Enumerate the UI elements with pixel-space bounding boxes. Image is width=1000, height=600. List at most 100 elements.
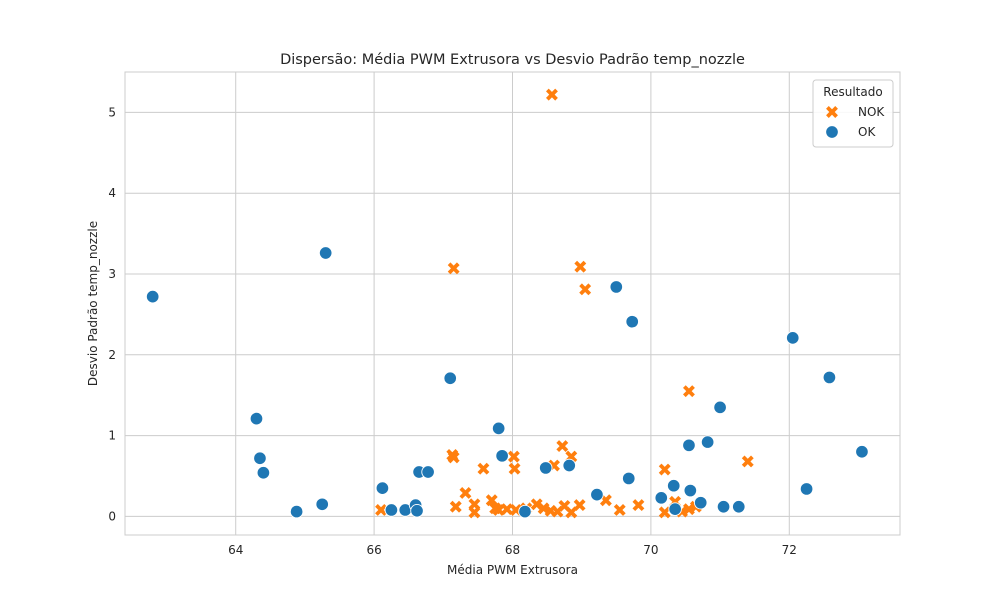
point-ok <box>249 411 264 426</box>
marker-stroke-b <box>683 503 695 516</box>
plot-frame <box>124 71 901 536</box>
point-ok <box>256 466 271 480</box>
marker-stroke-b <box>741 455 754 468</box>
point-nok <box>477 462 490 475</box>
point-nok <box>468 506 481 519</box>
marker-stroke-b <box>447 262 460 275</box>
point-ok <box>855 445 869 459</box>
marker-stroke-b <box>565 506 578 519</box>
legend-label-ok: OK <box>858 125 876 139</box>
point-ok <box>421 465 435 479</box>
marker-stroke-b <box>459 487 472 499</box>
y-tick-label: 4 <box>108 186 116 200</box>
point-nok <box>632 499 645 512</box>
point-ok <box>318 246 333 260</box>
point-ok <box>666 478 681 493</box>
point-nok <box>447 262 460 275</box>
point-nok <box>501 503 513 516</box>
point-ok <box>253 451 267 465</box>
point-ok <box>622 471 636 486</box>
legend-circle-marker <box>825 125 839 139</box>
marker-stroke-b <box>574 260 587 273</box>
point-ok <box>693 495 708 510</box>
y-tick-label: 2 <box>108 348 116 362</box>
point-nok <box>683 385 695 398</box>
point-ok <box>315 497 329 512</box>
point-ok <box>713 400 727 415</box>
point-nok <box>447 451 460 464</box>
y-tick-labels: 0 1 2 3 4 5 <box>108 105 116 523</box>
y-tick-label: 5 <box>108 105 116 119</box>
point-nok <box>459 487 472 499</box>
point-nok <box>683 503 695 516</box>
y-tick-label: 1 <box>108 429 116 443</box>
point-ok <box>562 458 576 473</box>
x-tick-labels: 64 66 68 70 72 <box>228 543 797 557</box>
point-ok <box>700 435 715 449</box>
marker-stroke-b <box>477 462 490 475</box>
x-tick-label: 64 <box>228 543 243 557</box>
point-ok <box>625 314 639 329</box>
point-ok <box>609 280 624 294</box>
point-nok <box>556 440 569 453</box>
marker-stroke-b <box>501 503 513 516</box>
marker-stroke-b <box>556 440 569 453</box>
legend-label-nok: NOK <box>858 105 885 119</box>
marker-stroke-b <box>826 106 838 118</box>
point-nok <box>574 260 587 273</box>
marker-stroke-b <box>573 499 586 512</box>
marker-stroke-b <box>613 504 626 516</box>
marker-stroke-b <box>508 462 521 475</box>
marker-stroke-b <box>485 494 498 507</box>
point-ok <box>785 331 800 345</box>
marker-stroke-b <box>545 88 558 101</box>
grid <box>125 72 900 535</box>
legend: Resultado NOK OK <box>812 79 894 148</box>
marker-stroke-b <box>449 500 462 513</box>
marker-stroke-b <box>507 450 520 463</box>
point-ok <box>518 504 532 519</box>
point-ok <box>716 499 731 514</box>
point-nok <box>485 494 498 507</box>
legend-x-marker <box>826 106 838 118</box>
point-nok <box>573 499 586 512</box>
point-nok <box>449 500 462 513</box>
point-nok <box>658 506 671 519</box>
point-ok <box>491 421 506 436</box>
marker-stroke-b <box>558 499 571 512</box>
point-ok <box>683 483 698 498</box>
point-ok <box>799 482 814 496</box>
point-nok <box>613 504 626 516</box>
marker-stroke-b <box>658 463 671 476</box>
point-nok <box>530 498 543 511</box>
point-nok <box>508 462 521 475</box>
marker-stroke-b <box>658 506 671 519</box>
point-ok <box>375 481 390 495</box>
marker-stroke-b <box>468 506 481 519</box>
marker-stroke-b <box>579 283 592 296</box>
point-nok <box>375 504 387 516</box>
marker-stroke-b <box>599 494 612 507</box>
point-ok <box>732 499 746 514</box>
data-points <box>145 88 869 519</box>
point-ok <box>410 504 424 518</box>
legend-marker-nok <box>826 106 838 118</box>
x-tick-label: 70 <box>643 543 658 557</box>
x-axis-label: Média PWM Extrusora <box>447 563 578 577</box>
marker-stroke-b <box>537 502 550 515</box>
marker-stroke-b <box>375 504 387 516</box>
marker-stroke-b <box>492 504 505 516</box>
y-tick-label: 3 <box>108 267 116 281</box>
point-nok <box>741 455 754 468</box>
point-ok <box>495 449 509 463</box>
point-ok <box>145 289 160 304</box>
marker-stroke-b <box>683 385 695 398</box>
point-ok <box>384 503 399 517</box>
y-axis-label: Desvio Padrão temp_nozzle <box>86 221 100 386</box>
point-ok <box>590 487 604 502</box>
marker-stroke-b <box>530 498 543 511</box>
legend-marker-ok <box>825 125 839 139</box>
point-nok <box>565 506 578 519</box>
point-nok <box>545 88 558 101</box>
